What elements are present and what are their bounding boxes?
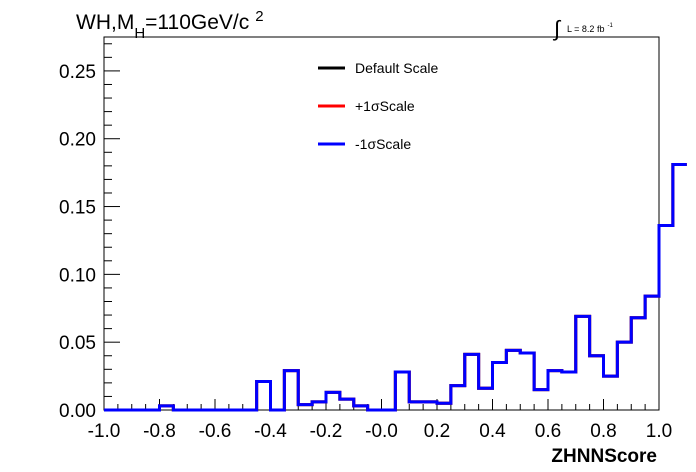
lumi-text: L = 8.2 fb [567,24,604,34]
x-tick-label: 0.6 [535,421,561,442]
series-layer [104,162,687,412]
lumi-superscript: -1 [607,23,613,29]
x-axis: -1.0 -0.8 -0.6 -0.4 -0.2 -0.0 0.2 0.4 0.6 0.8 1.0 [88,399,672,442]
x-tick-label: -0.2 [310,421,343,442]
chart-title: WH,MH=110GeV/c 2 [76,8,264,42]
x-tick-label: -0.8 [143,421,176,442]
x-tick-label: 0.4 [479,421,506,442]
legend-label: Default Scale [355,60,438,76]
y-tick-label: 0.00 [59,401,96,422]
y-tick-label: 0.20 [59,130,96,151]
x-tick-label: -1.0 [88,421,121,442]
title-superscript: 2 [255,8,263,25]
legend-label: -1σScale [355,136,411,152]
x-tick-label: 0.8 [590,421,616,442]
legend: Default Scale +1σScale -1σScale [318,60,438,152]
series-line-2 [104,162,687,412]
x-axis-label: ZHNNScore [551,446,657,467]
legend-label: +1σScale [355,98,415,114]
y-tick-label: 0.10 [59,265,96,286]
y-axis: 0.00 0.05 0.10 0.15 0.20 0.25 [59,43,120,422]
title-subscript: H [134,25,145,42]
title-rest: =110GeV/c [145,11,249,34]
y-tick-label: 0.05 [59,333,96,354]
lumi-label: L = 8.2 fb -1 [567,23,613,34]
x-tick-label: -0.4 [254,421,287,442]
title-main: WH,M [76,11,134,34]
x-tick-label: -0.0 [365,421,398,442]
x-tick-label: 1.0 [646,421,672,442]
x-tick-label: 0.2 [424,421,450,442]
y-tick-label: 0.25 [59,62,96,83]
integral-sign: ∫ [552,16,562,41]
y-tick-label: 0.15 [59,198,96,219]
x-tick-label: -0.6 [199,421,232,442]
